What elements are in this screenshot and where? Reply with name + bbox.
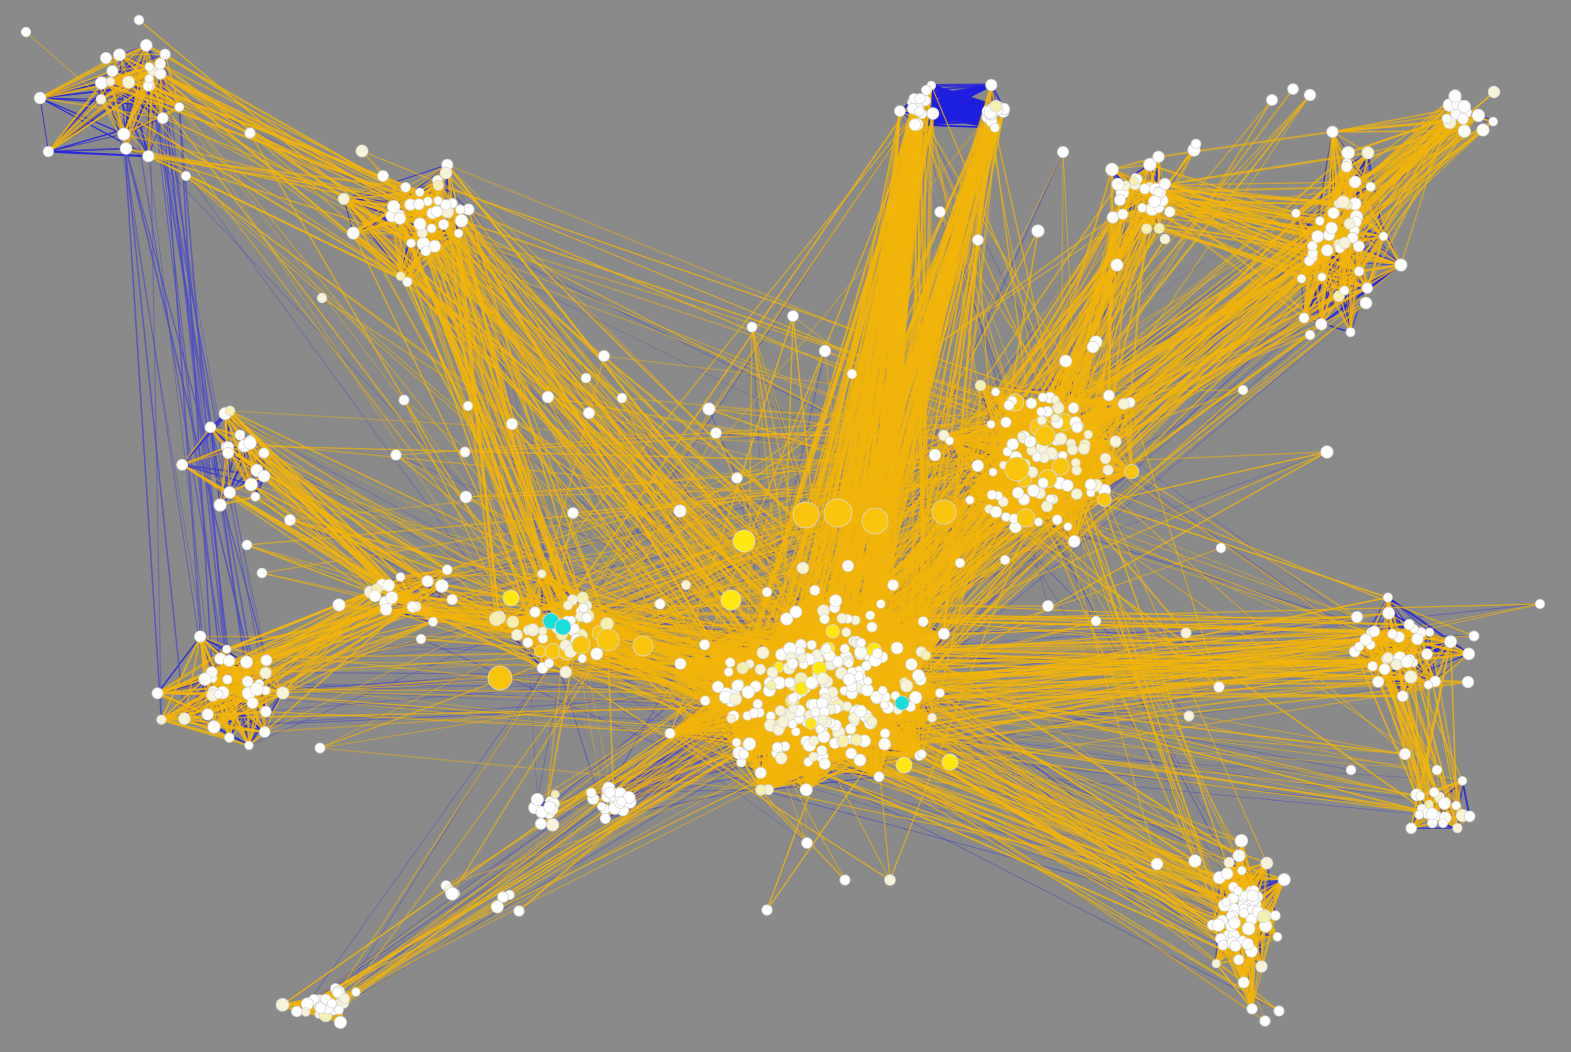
graph-edge — [39, 97, 49, 152]
graph-edge — [48, 147, 127, 153]
graph-edge — [48, 150, 149, 158]
graph-edge — [209, 427, 221, 506]
